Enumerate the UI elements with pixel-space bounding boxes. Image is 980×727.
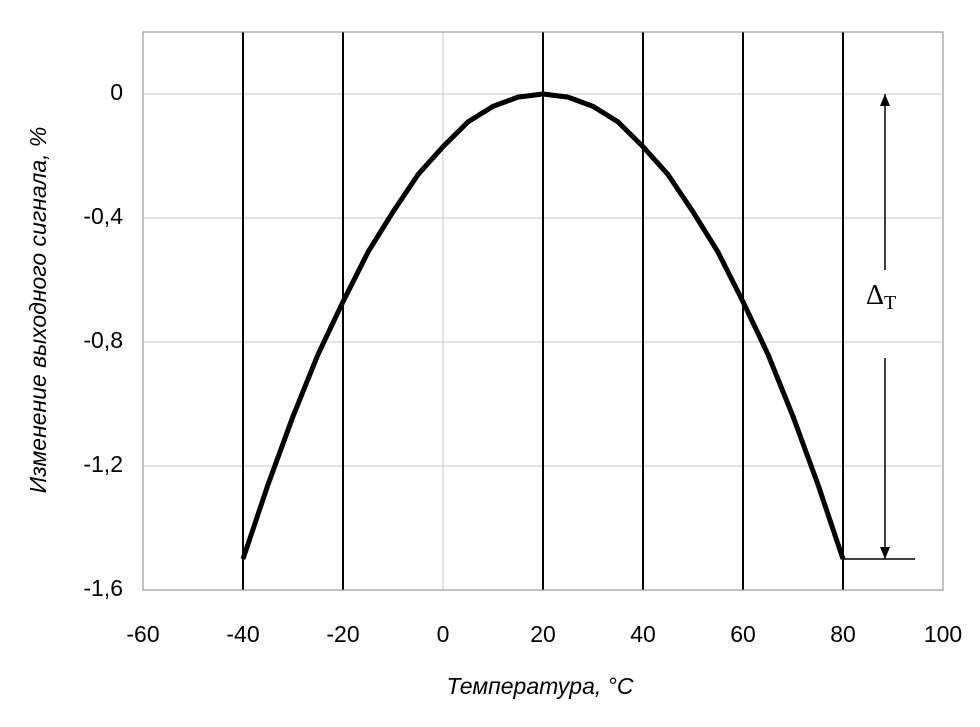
y-tick-label: -1,6 <box>83 575 123 601</box>
arrow-head <box>880 94 890 106</box>
annotation: ΔT <box>866 280 896 313</box>
y-tick-label: -0,4 <box>83 203 123 229</box>
annotation-subscript: T <box>884 292 896 314</box>
x-tick-label: -20 <box>326 621 359 647</box>
y-tick-label: -0,8 <box>83 327 123 353</box>
x-tick-label: 40 <box>630 621 656 647</box>
data-line <box>240 91 846 560</box>
y-tick-label: 0 <box>110 79 123 105</box>
x-tick-label: 60 <box>730 621 756 647</box>
x-tick-label: 0 <box>437 621 450 647</box>
x-tick-label: 80 <box>830 621 856 647</box>
y-tick-label: -1,2 <box>83 451 123 477</box>
x-axis-title: Температура, °C <box>447 673 634 699</box>
x-tick-label: 100 <box>924 621 962 647</box>
x-tick-label: -60 <box>126 621 159 647</box>
arrow-head <box>880 547 890 559</box>
y-axis-title: Изменение выходного сигнала, % <box>25 127 51 494</box>
x-tick-label: 20 <box>530 621 556 647</box>
annotation-symbol: Δ <box>866 280 884 311</box>
plot-frame <box>142 31 944 591</box>
x-tick-label: -40 <box>226 621 259 647</box>
